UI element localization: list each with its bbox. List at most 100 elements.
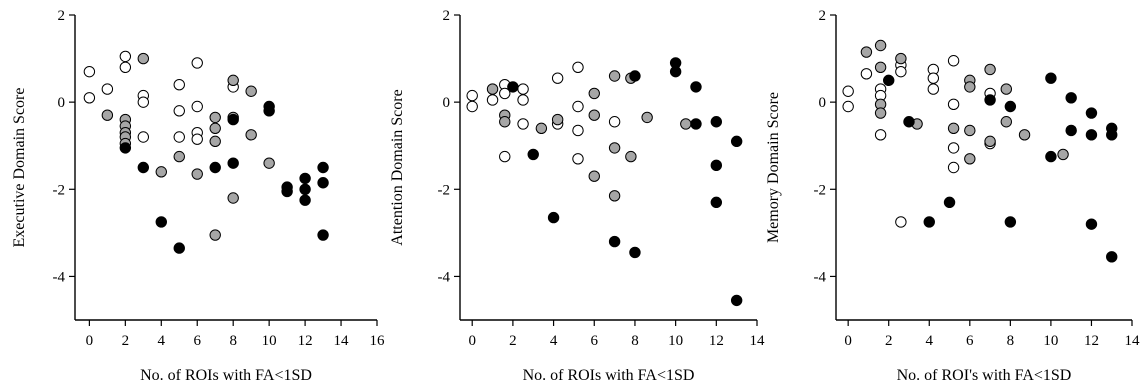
- executive-point-gray: [209, 135, 221, 148]
- attention-point-open: [572, 124, 584, 137]
- executive-x-tick-label: 6: [193, 333, 201, 349]
- executive-x-tick-label: 14: [334, 333, 350, 349]
- memory-y-axis-title: Memory Domain Score: [765, 92, 782, 243]
- memory-point-gray: [964, 81, 976, 93]
- memory-point-filled: [1065, 124, 1077, 137]
- attention-point-gray: [588, 170, 600, 182]
- attention-y-tick-label: 0: [443, 95, 451, 111]
- memory-point-filled: [1085, 107, 1098, 119]
- executive-x-tick-label: 4: [158, 333, 166, 349]
- memory-point-open: [860, 68, 873, 80]
- memory-y-tick-label: 2: [819, 8, 827, 24]
- executive-domain-panel: 0 2 4 6 8 10 12 14 16 2 0 -2 -4 No. of ROIs with FA<1…: [11, 8, 385, 384]
- memory-domain-panel: 0 2 4 6 8 10 12 14 2 0 -2 -4 No. of ROI's with FA<1S…: [765, 8, 1140, 384]
- memory-y-tick-label: 0: [819, 95, 827, 111]
- attention-point-open: [572, 100, 584, 113]
- executive-point-gray: [245, 85, 257, 97]
- memory-x-tick-label: 8: [1007, 333, 1015, 349]
- memory-point-open: [947, 98, 960, 111]
- memory-point-gray: [874, 107, 887, 119]
- executive-point-open: [119, 61, 132, 73]
- memory-point-gray: [1057, 148, 1069, 161]
- attention-point-gray: [588, 87, 600, 100]
- memory-point-open: [842, 100, 854, 113]
- memory-point-filled: [1004, 100, 1017, 113]
- memory-point-filled: [1085, 218, 1098, 230]
- executive-point-gray: [209, 122, 221, 134]
- attention-point-gray: [608, 70, 621, 82]
- memory-point-filled: [1004, 216, 1017, 228]
- attention-y-tick-label: -4: [438, 269, 451, 285]
- attention-x-tick-label: 0: [468, 333, 476, 349]
- executive-point-filled: [155, 216, 167, 228]
- executive-x-tick-label: 2: [122, 333, 130, 349]
- executive-point-gray: [155, 166, 167, 178]
- memory-point-gray: [1018, 129, 1031, 141]
- attention-point-gray: [680, 118, 692, 130]
- memory-x-axis-title: No. of ROI's with FA<1SD: [897, 367, 1072, 384]
- memory-point-filled: [923, 216, 935, 228]
- executive-point-gray: [173, 150, 185, 163]
- memory-point-gray: [860, 46, 873, 58]
- attention-point-filled: [710, 116, 723, 128]
- memory-point-gray: [964, 153, 976, 165]
- memory-x-tick-label: 4: [926, 333, 934, 349]
- attention-x-tick-label: 10: [668, 333, 683, 349]
- attention-point-open: [499, 150, 511, 163]
- memory-point-open: [947, 161, 960, 174]
- executive-point-gray: [209, 229, 221, 241]
- memory-point-open: [895, 65, 907, 78]
- attention-point-open: [517, 94, 529, 106]
- attention-point-open: [466, 100, 478, 113]
- executive-point-filled: [281, 185, 293, 198]
- memory-point-filled: [943, 196, 956, 209]
- executive-y-tick-label: 0: [58, 95, 66, 111]
- executive-x-tick-label: 8: [229, 333, 237, 349]
- memory-x-tick-label: 0: [844, 333, 852, 349]
- memory-point-filled: [984, 94, 996, 106]
- executive-point-filled: [227, 113, 239, 126]
- attention-point-filled: [547, 211, 560, 224]
- attention-point-gray: [499, 116, 511, 128]
- memory-point-filled: [1065, 92, 1077, 104]
- executive-point-gray: [191, 168, 203, 180]
- attention-point-gray: [608, 190, 621, 202]
- attention-point-open: [499, 87, 511, 100]
- executive-point-open: [137, 131, 150, 143]
- executive-point-gray: [209, 111, 221, 124]
- executive-point-filled: [317, 229, 329, 241]
- memory-y-tick-label: -2: [814, 182, 827, 198]
- attention-point-open: [572, 153, 584, 165]
- executive-point-open: [119, 50, 132, 63]
- executive-point-filled: [299, 172, 311, 185]
- attention-point-filled: [669, 65, 682, 78]
- executive-point-filled: [209, 161, 221, 174]
- attention-point-filled: [690, 81, 702, 93]
- executive-y-axis-title: Executive Domain Score: [11, 88, 28, 248]
- memory-point-open: [874, 129, 887, 141]
- executive-point-open: [191, 133, 203, 145]
- executive-point-open: [83, 65, 96, 78]
- attention-point-gray: [486, 83, 499, 95]
- attention-y-axis-title: Attention Domain Score: [389, 89, 406, 245]
- executive-point-filled: [119, 142, 132, 154]
- attention-point-gray: [625, 150, 637, 163]
- executive-y-tick-label: -2: [53, 182, 66, 198]
- executive-point-open: [173, 131, 185, 143]
- executive-point-open: [173, 105, 185, 117]
- attention-point-filled: [710, 196, 723, 209]
- executive-x-axis-title: No. of ROIs with FA<1SD: [140, 367, 312, 384]
- executive-x-tick-label: 0: [86, 333, 94, 349]
- memory-point-gray: [874, 61, 887, 73]
- memory-point-filled: [903, 116, 915, 128]
- executive-y-tick-label: -4: [53, 269, 66, 285]
- attention-point-filled: [608, 235, 621, 248]
- memory-point-open: [947, 142, 960, 154]
- attention-point-gray: [608, 142, 621, 154]
- memory-point-filled: [1085, 129, 1098, 141]
- attention-point-open: [517, 118, 529, 130]
- attention-point-open: [517, 83, 529, 95]
- memory-x-tick-label: 2: [885, 333, 893, 349]
- memory-point-filled: [1106, 129, 1118, 141]
